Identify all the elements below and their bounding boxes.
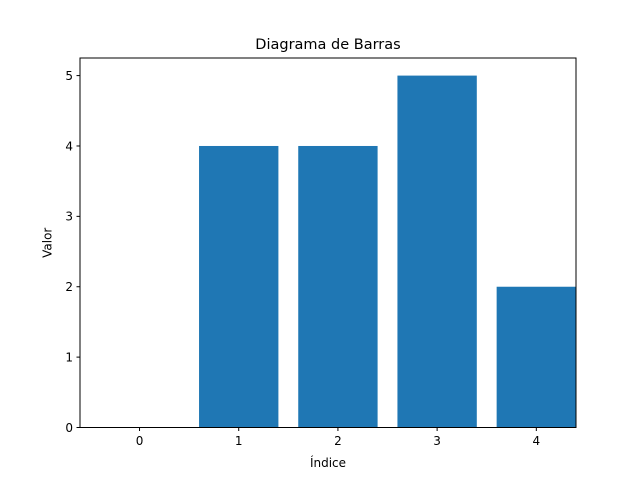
y-tick-label: 1 xyxy=(65,350,73,364)
y-axis-title: Valor xyxy=(41,228,55,258)
y-tick-label: 4 xyxy=(65,139,73,153)
bars-group xyxy=(199,75,576,428)
y-tick-label: 5 xyxy=(65,69,73,83)
bar-4 xyxy=(496,286,576,428)
x-tick-label: 4 xyxy=(532,434,540,448)
bar-1 xyxy=(199,145,279,428)
chart-title: Diagrama de Barras xyxy=(255,37,400,53)
x-tick-label: 1 xyxy=(235,434,243,448)
y-tick-label: 0 xyxy=(65,421,73,435)
plot-frame xyxy=(79,57,577,428)
bar-2 xyxy=(298,145,378,428)
y-tick-label: 2 xyxy=(65,280,73,294)
ticks-group: 0 1 2 3 4 0 1 2 3 4 5 xyxy=(65,69,540,448)
x-axis-title: Índice xyxy=(310,455,346,470)
x-tick-label: 3 xyxy=(433,434,441,448)
bar-3 xyxy=(397,75,477,428)
x-tick-label: 2 xyxy=(334,434,342,448)
y-tick-label: 3 xyxy=(65,210,73,224)
x-tick-label: 0 xyxy=(136,434,144,448)
